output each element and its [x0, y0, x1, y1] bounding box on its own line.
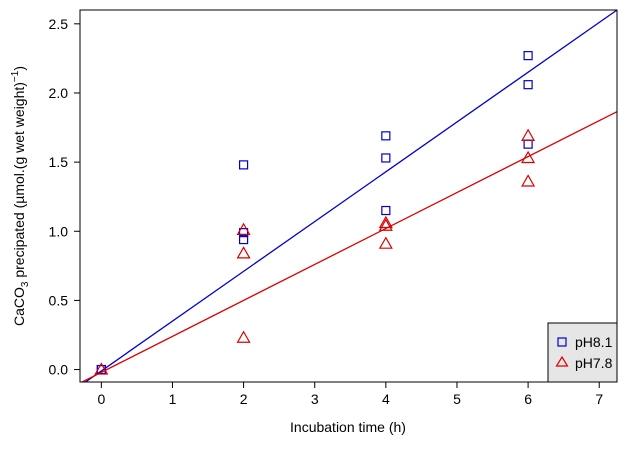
point-triangle [236, 246, 251, 259]
point-triangle [521, 174, 536, 187]
point-triangle [521, 128, 536, 141]
point-square [381, 153, 391, 163]
x-tick-label: 5 [453, 391, 461, 407]
fit-lines [81, 9, 618, 383]
y-tick-label: 0.5 [49, 292, 69, 308]
x-tick-label: 4 [382, 391, 390, 407]
plot-frame [79, 9, 618, 383]
y-axis-title-post: ) [11, 66, 27, 71]
data-points [94, 51, 536, 375]
point-triangle [378, 236, 393, 249]
point-square [381, 131, 391, 141]
y-axis: 0.0 0.5 1.0 1.5 2.0 2.5 [49, 16, 80, 378]
y-tick-label: 2.0 [49, 85, 69, 101]
point-triangle [236, 330, 251, 343]
y-axis-title-mid: precipated (µmol.(g wet weight) [11, 82, 27, 281]
legend: pH8.1 pH7.8 [547, 322, 618, 383]
x-tick-label: 7 [595, 391, 603, 407]
point-square [238, 228, 249, 238]
x-tick-label: 6 [524, 391, 532, 407]
x-tick-label: 1 [169, 391, 177, 407]
point-square [523, 51, 533, 61]
y-axis-title-pre: CaCO [11, 287, 27, 326]
x-tick-label: 2 [240, 391, 248, 407]
point-square [238, 234, 249, 245]
point-triangle [521, 150, 536, 164]
point-square [523, 80, 533, 90]
y-tick-label: 2.5 [49, 16, 69, 32]
fit-line [81, 111, 618, 383]
y-tick-label: 1.0 [49, 223, 69, 239]
y-axis-title: CaCO3 precipated (µmol.(g wet weight)−1) [10, 66, 31, 326]
point-triangle [378, 215, 393, 229]
fit-line [85, 9, 618, 383]
x-axis: 0 1 2 3 4 5 6 7 [97, 382, 603, 407]
legend-marker-ph78 [555, 355, 569, 367]
point-triangle [94, 362, 109, 375]
point-triangle [378, 218, 393, 231]
y-axis-title-sup: −1 [10, 70, 21, 82]
point-triangle [236, 222, 251, 235]
point-square [238, 160, 249, 170]
x-axis-title: Incubation time (h) [290, 419, 406, 435]
legend-label-ph78: pH7.8 [575, 355, 613, 371]
legend-marker-ph81 [557, 337, 567, 347]
legend-box [547, 322, 618, 383]
y-axis-title-sub: 3 [20, 281, 31, 287]
point-square [381, 205, 391, 216]
legend-label-ph81: pH8.1 [575, 334, 613, 350]
y-tick-label: 0.0 [49, 362, 69, 378]
point-square [523, 139, 533, 149]
y-tick-label: 1.5 [49, 154, 69, 170]
x-tick-label: 3 [311, 391, 319, 407]
x-tick-label: 0 [97, 391, 105, 407]
